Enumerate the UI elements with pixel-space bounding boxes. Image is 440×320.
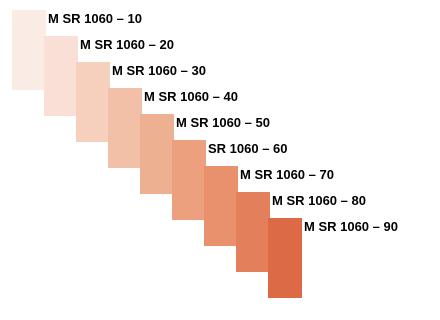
color-swatch <box>12 10 46 90</box>
swatch-label: M SR 1060 – 40 <box>144 89 238 104</box>
color-swatch <box>76 62 110 142</box>
swatch-label: M SR 1060 – 80 <box>272 193 366 208</box>
swatch-label: M SR 1060 – 10 <box>48 11 142 26</box>
color-swatch <box>108 88 142 168</box>
swatch-label: M SR 1060 – 90 <box>304 219 398 234</box>
swatch-label: SR 1060 – 60 <box>208 141 288 156</box>
color-swatch <box>44 36 78 116</box>
swatch-label: M SR 1060 – 50 <box>176 115 270 130</box>
color-swatch <box>236 192 270 272</box>
color-swatch <box>172 140 206 220</box>
color-swatch <box>204 166 238 246</box>
swatch-label: M SR 1060 – 70 <box>240 167 334 182</box>
swatch-label: M SR 1060 – 30 <box>112 63 206 78</box>
swatch-label: M SR 1060 – 20 <box>80 37 174 52</box>
color-swatch <box>268 218 302 298</box>
color-swatch <box>140 114 174 194</box>
